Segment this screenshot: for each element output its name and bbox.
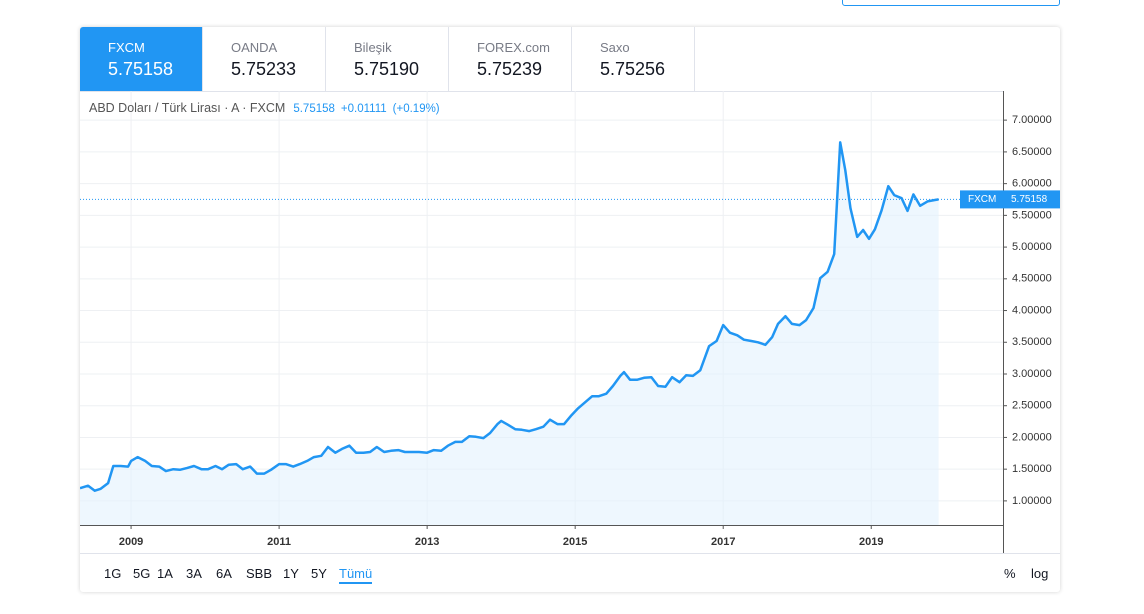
x-tick-label: 2009	[119, 536, 143, 548]
last-price-value: 5.75158	[1011, 194, 1048, 205]
y-tick-label: 6.00000	[1012, 178, 1052, 190]
y-tick-label: 2.00000	[1012, 431, 1052, 443]
last-price-source: FXCM	[968, 194, 996, 205]
range-button[interactable]: 6A	[216, 566, 232, 581]
source-price: 5.75158	[108, 59, 174, 79]
range-button[interactable]: 5G	[133, 566, 151, 581]
top-button[interactable]	[842, 0, 1060, 6]
source-price: 5.75190	[354, 59, 420, 79]
y-tick-label: 3.00000	[1012, 368, 1052, 380]
source-name: FXCM	[108, 40, 145, 55]
source-name: Saxo	[600, 40, 630, 55]
source-tab[interactable]: Saxo 5.75256	[572, 27, 695, 91]
y-tick-label: 4.50000	[1012, 273, 1052, 285]
legend-change-pct: (+0.19%)	[393, 103, 440, 115]
toolbar: 1G 5G 1A 3A 6A SBB 1Y 5Y Tümü% log	[80, 553, 1060, 592]
source-tab[interactable]: Bileşik 5.75190	[326, 27, 449, 91]
range-button[interactable]: SBB	[246, 566, 273, 581]
range-button[interactable]: 3A	[186, 566, 202, 581]
x-tick-label: 2017	[711, 536, 735, 548]
y-tick-label: 3.50000	[1012, 336, 1052, 348]
x-tick-label: 2019	[859, 536, 883, 548]
legend-change: +0.01111	[341, 103, 387, 115]
source-name: Bileşik	[354, 40, 392, 55]
y-tick-label: 2.50000	[1012, 400, 1052, 412]
source-price: 5.75233	[231, 59, 297, 79]
y-tick-label: 6.50000	[1012, 146, 1052, 158]
source-price: 5.75239	[477, 59, 543, 79]
y-tick-label: 1.00000	[1012, 495, 1052, 507]
x-tick-label: 2011	[267, 536, 291, 548]
price-line	[80, 141, 939, 492]
y-tick-label: 7.00000	[1012, 114, 1052, 126]
last-price-tag	[960, 190, 1060, 209]
source-tab[interactable]: FXCM 5.75158	[80, 27, 203, 91]
range-button[interactable]: 5Y	[311, 566, 327, 581]
range-button[interactable]: 1Y	[283, 566, 299, 581]
source-tab[interactable]: OANDA 5.75233	[203, 27, 326, 91]
source-name: FOREX.com	[477, 40, 550, 55]
log-button[interactable]: log	[1031, 566, 1049, 581]
tabs: FXCM 5.75158 OANDA 5.75233 Bileşik 5.75190 FOR…	[80, 27, 695, 91]
source-tab[interactable]: FOREX.com 5.75239	[449, 27, 572, 91]
y-tick-label: 5.50000	[1012, 209, 1052, 221]
range-button[interactable]: Tümü	[339, 566, 373, 584]
x-tick-label: 2015	[563, 536, 587, 548]
y-tick-label: 5.00000	[1012, 241, 1052, 253]
x-tick-label: 2013	[415, 536, 439, 548]
y-tick-label: 1.50000	[1012, 463, 1052, 475]
source-name: OANDA	[231, 40, 278, 55]
area	[80, 142, 939, 525]
legend-price: 5.75158	[293, 103, 335, 115]
range-button[interactable]: 1A	[157, 566, 173, 581]
symbol-title: ABD Doları / Türk Lirası · A · FXCM	[89, 101, 285, 115]
source-price: 5.75256	[600, 59, 666, 79]
y-tick-label: 4.00000	[1012, 304, 1052, 316]
range-button[interactable]: 1G	[104, 566, 122, 581]
chart: 1.00000 1.50000 2.00000 2.50000 3.00000 3.500…	[80, 91, 1060, 553]
percent-button[interactable]: %	[1004, 566, 1016, 581]
legend: ABD Doları / Türk Lirası · A · FXCM 5.751…	[89, 101, 440, 115]
widget: FXCM 5.75158 OANDA 5.75233 Bileşik 5.75190 FOR…	[80, 27, 1060, 592]
